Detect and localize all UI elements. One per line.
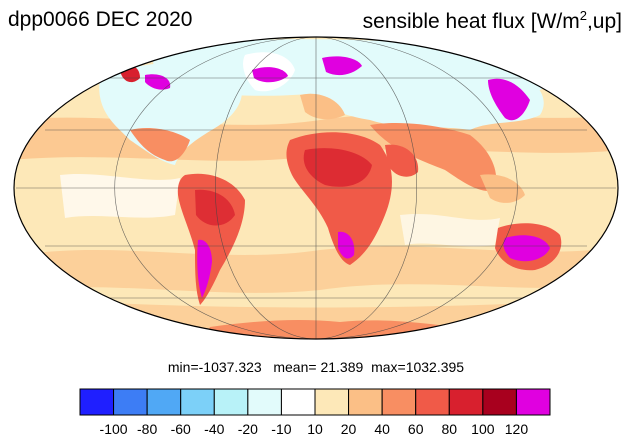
southeast-asia <box>480 174 525 203</box>
colorbar-swatch <box>79 388 115 416</box>
extreme-patch-arctic-center <box>252 67 288 83</box>
mean-value: 21.389 <box>320 359 364 375</box>
north-america <box>99 62 242 165</box>
colorbar-swatch <box>146 388 182 416</box>
title-right-superscript: 2 <box>579 8 587 23</box>
colorbar-swatch <box>113 388 148 416</box>
colorbar-swatch <box>348 388 383 416</box>
colorbar-swatch <box>247 388 282 416</box>
colorbar-tick-label: -60 <box>170 421 191 437</box>
colorbar-tick-label: 20 <box>340 421 357 437</box>
colorbar-tick-label: 40 <box>374 421 390 437</box>
min-label: min= <box>167 359 199 375</box>
extreme-patch-south-africa <box>338 231 355 259</box>
title-right-suffix: ,up] <box>586 10 622 33</box>
colorbar-swatch <box>280 388 316 416</box>
europe-west-warm <box>300 93 345 120</box>
colorbar-swatch <box>482 388 517 416</box>
colorbar-tick-label: -80 <box>137 421 158 437</box>
extreme-patch-south-america <box>197 239 212 298</box>
colorbar-swatch <box>448 388 484 416</box>
ocean-cool-patch-indian <box>400 213 500 247</box>
colorbar-tick-label: -10 <box>271 421 292 437</box>
colorbar-swatch <box>314 388 350 416</box>
globe-outline <box>13 36 619 340</box>
colorbar-swatch <box>415 388 450 416</box>
field-statistics: min=-1037.323 mean= 21.389 max=1032.395 <box>0 359 632 375</box>
asia-south <box>370 123 497 191</box>
min-value: -1037.323 <box>198 359 262 375</box>
colorbar-tick-label: 60 <box>407 421 424 437</box>
colorbar-tick-label: 120 <box>504 421 529 437</box>
plot-title-right: sensible heat flux [W/m2,up] <box>363 8 622 34</box>
colorbar-tick-label: 80 <box>441 421 458 437</box>
mean-label: mean= <box>273 359 317 375</box>
colorbar-tick-label: -20 <box>237 421 258 437</box>
extreme-patch-siberia <box>488 78 530 121</box>
arabia <box>385 144 419 177</box>
plot-title-left: dpp0066 DEC 2020 <box>8 8 193 31</box>
colorbar-tick-label: -40 <box>204 421 225 437</box>
colorbar-swatch <box>180 388 215 416</box>
max-label: max= <box>371 359 406 375</box>
max-value: 1032.395 <box>405 359 465 375</box>
colorbar-tick-label: 100 <box>471 421 495 437</box>
extreme-patch-scandinavia <box>322 56 362 76</box>
south-america-hot <box>195 189 235 226</box>
colorbar-tick-label: -100 <box>99 421 128 437</box>
extreme-patch-australia <box>503 235 550 262</box>
north-america-warm <box>130 128 190 162</box>
colorbar-swatch <box>515 388 551 416</box>
ocean-cool-patch-pacific <box>60 173 180 218</box>
africa-hot-core <box>303 148 372 187</box>
title-right-prefix: sensible heat flux [W/m <box>362 10 580 33</box>
colorbar-tick-label: 10 <box>307 421 323 437</box>
colorbar-swatch <box>381 388 417 416</box>
colorbar-swatch <box>213 388 249 416</box>
